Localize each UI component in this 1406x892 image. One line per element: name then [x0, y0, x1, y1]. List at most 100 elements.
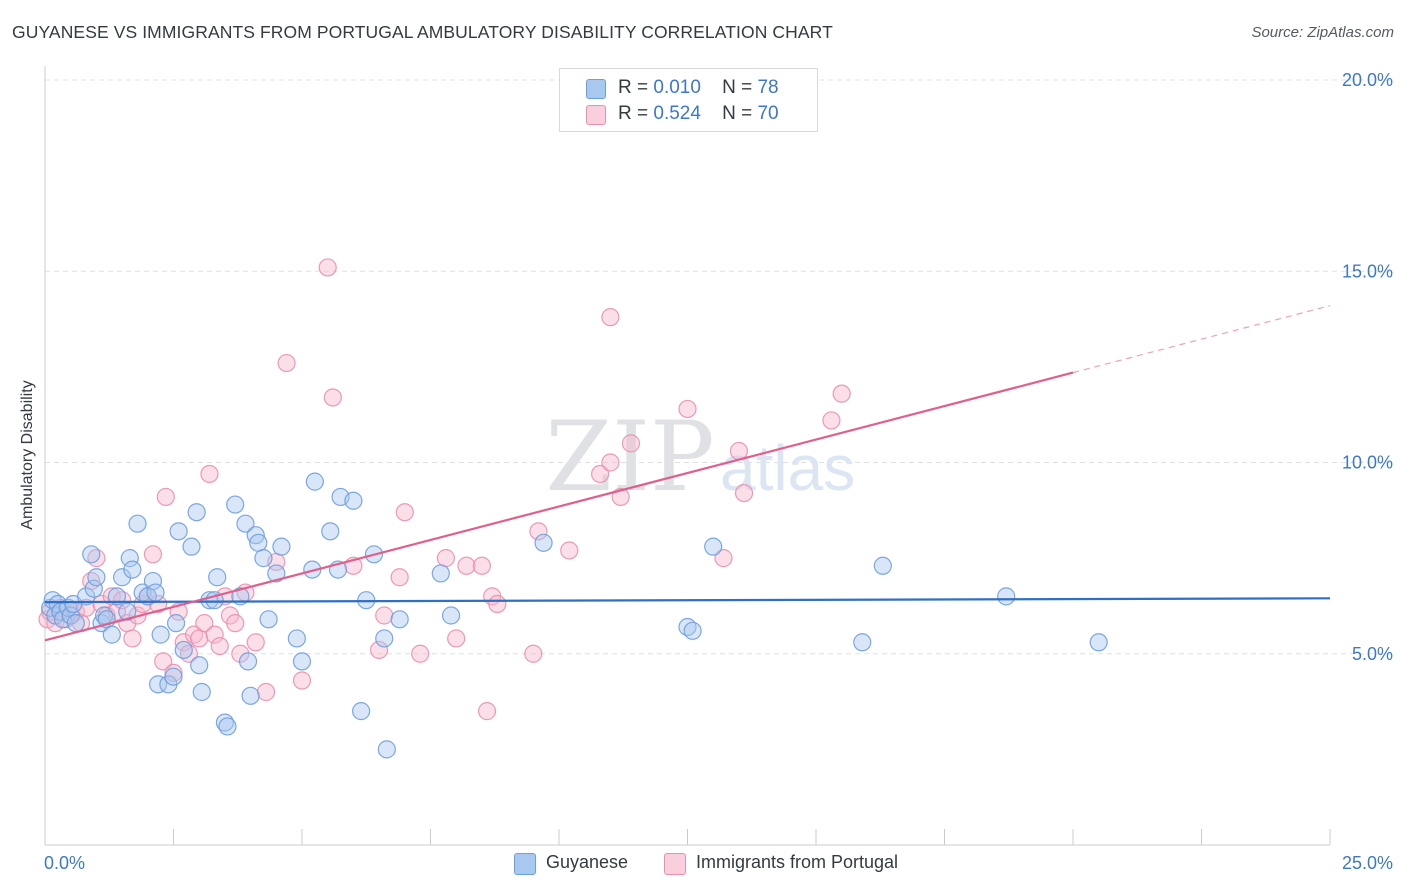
r-label: R = — [618, 77, 649, 98]
portugal-point — [822, 411, 841, 430]
guyanese-point — [169, 522, 188, 541]
y-tick-label: 15.0% — [1342, 261, 1393, 281]
watermark-zip: ZIP — [545, 401, 714, 513]
portugal-point — [318, 258, 337, 277]
guyanese-point — [236, 514, 255, 533]
guyanese-point — [305, 472, 324, 491]
guyanese-point — [441, 606, 461, 625]
guyanese-point — [218, 717, 237, 736]
portugal-point — [591, 464, 610, 484]
guyanese-point — [249, 533, 268, 552]
gridlines — [45, 79, 1395, 655]
guyanese-point — [166, 614, 186, 633]
guyanese-point — [174, 640, 193, 660]
legend-text-guyanese: R = 0.010 N = 78 — [618, 77, 779, 99]
guyanese-point — [226, 495, 245, 514]
guyanese-point — [292, 652, 312, 671]
axes — [44, 66, 1331, 846]
portugal-point — [611, 487, 630, 507]
portugal-point — [200, 464, 219, 484]
bottom-legend-label-guyanese: Guyanese — [546, 852, 629, 872]
portugal-point — [195, 614, 214, 633]
guyanese-point — [683, 621, 702, 640]
guyanese-point — [164, 667, 183, 686]
guyanese-point — [82, 545, 101, 564]
portugal-point — [395, 503, 414, 522]
portugal-point — [390, 568, 409, 587]
guyanese-point — [120, 549, 139, 568]
portugal-point — [477, 702, 497, 721]
guyanese-point — [87, 568, 106, 587]
guyanese-point — [267, 564, 286, 583]
guyanese-point — [704, 537, 723, 556]
source-credit: Source: ZipAtlas.com — [1251, 24, 1394, 41]
guyanese-point — [997, 587, 1016, 606]
x-tick-label-max: 25.0% — [1342, 853, 1393, 873]
portugal-point — [529, 522, 548, 541]
trend-line-guyanese — [44, 597, 1331, 604]
guyanese-point — [241, 686, 260, 705]
guyanese-point — [182, 537, 201, 556]
guyanese-point — [287, 629, 306, 648]
portugal-point — [370, 640, 389, 660]
guyanese-point — [187, 503, 206, 522]
portugal-point — [678, 399, 697, 419]
portugal-point — [601, 308, 620, 327]
series-immigrants-from-portugal-points — [38, 258, 851, 721]
portugal-point — [226, 614, 245, 633]
guyanese-point — [192, 682, 211, 702]
portugal-point — [457, 556, 476, 575]
n-label: N = — [722, 77, 753, 98]
n-value-portugal: 70 — [757, 103, 779, 124]
portugal-point — [601, 453, 620, 472]
portugal-point — [205, 625, 224, 644]
y-tick-label: 20.0% — [1342, 70, 1393, 90]
watermark-atlas: atlas — [720, 432, 855, 504]
guyanese-point — [238, 652, 258, 671]
guyanese-point — [143, 571, 163, 591]
guyanese-point — [146, 583, 165, 602]
r-label: R = — [618, 103, 649, 124]
guyanese-point — [321, 522, 340, 541]
y-tick-label: 10.0% — [1342, 453, 1393, 473]
trend-line-portugal-extension — [1072, 305, 1331, 374]
guyanese-point — [344, 491, 363, 510]
guyanese-point — [1089, 633, 1108, 652]
portugal-point — [246, 633, 265, 652]
r-value-guyanese: 0.010 — [653, 77, 701, 98]
portugal-point — [256, 682, 276, 702]
guyanese-point — [102, 625, 121, 644]
guyanese-point — [375, 629, 394, 648]
guyanese-point — [128, 514, 147, 533]
r-value-portugal: 0.524 — [653, 103, 701, 124]
guyanese-point — [123, 560, 142, 579]
portugal-point — [436, 549, 456, 568]
portugal-point — [156, 487, 175, 507]
portugal-point — [621, 434, 641, 453]
tick-labels: 5.0% 10.0% 15.0% 20.0% 0.0% 25.0% — [44, 70, 1393, 873]
guyanese-point — [190, 656, 209, 675]
guyanese-point — [208, 568, 227, 587]
guyanese-point — [377, 740, 396, 759]
chart-title: GUYANESE VS IMMIGRANTS FROM PORTUGAL AMB… — [12, 22, 833, 42]
n-value-guyanese: 78 — [757, 77, 779, 98]
trend-line-portugal — [44, 371, 1074, 642]
portugal-point — [447, 629, 466, 648]
portugal-point — [292, 671, 312, 690]
guyanese-point — [272, 537, 291, 556]
guyanese-point — [118, 602, 137, 621]
bottom-legend-label-portugal: Immigrants from Portugal — [696, 852, 899, 872]
guyanese-point — [151, 625, 170, 644]
portugal-point — [231, 644, 250, 663]
guyanese-point — [148, 675, 168, 694]
portugal-point — [560, 541, 579, 560]
portugal-point — [174, 633, 193, 652]
watermark: ZIP atlas — [545, 401, 855, 513]
portugal-point — [734, 484, 754, 503]
bottom-legend-swatch-blue — [514, 853, 536, 875]
guyanese-point — [77, 587, 96, 606]
portugal-point — [143, 545, 163, 564]
guyanese-point — [534, 533, 553, 552]
series-guyanese-points — [41, 472, 1108, 759]
